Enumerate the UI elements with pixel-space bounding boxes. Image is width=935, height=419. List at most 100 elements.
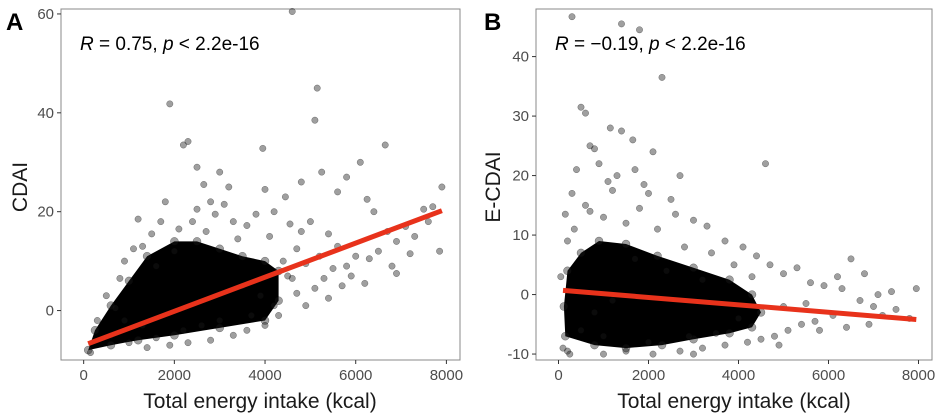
panel-b-data-point	[739, 243, 747, 251]
panel-a-data-point	[247, 312, 255, 319]
panel-a-dense-point-cloud	[88, 241, 279, 351]
panel-b-data-point	[798, 320, 805, 328]
panel-a-data-point	[270, 302, 278, 310]
panel-b-data-point	[591, 308, 598, 316]
panel-b-data-point	[622, 219, 630, 227]
panel-a-data-point	[311, 284, 319, 292]
panel-b-cloud-edge-point	[590, 340, 599, 350]
panel-b-data-point	[856, 297, 864, 304]
panel-b-data-point	[690, 216, 697, 224]
panel-b-data-point	[708, 249, 715, 257]
panel-b-cloud-edge-point	[594, 236, 604, 246]
panel-b-y-tick-label: 20	[512, 168, 529, 185]
panel-b-data-point	[793, 264, 801, 272]
panel-a-data-point	[134, 215, 142, 223]
panel-a-data-point	[216, 317, 224, 324]
panel-a-data-point	[216, 168, 224, 176]
panel-b-data-point	[573, 166, 580, 174]
panel-a-data-point	[175, 225, 183, 233]
panel-a-data-point	[370, 208, 378, 216]
panel-b-data-point	[676, 172, 684, 180]
panel-a-data-point	[374, 247, 382, 255]
panel-b-data-point	[645, 338, 652, 346]
panel-b-cloud-edge-point	[657, 340, 667, 350]
panel-a-data-point	[338, 282, 346, 290]
panel-a-x-tick-label: 8000	[430, 367, 463, 384]
panel-a-cloud-edge-point	[83, 345, 93, 355]
panel-b-data-point	[568, 13, 576, 21]
panel-a-data-point	[361, 279, 369, 287]
panel-b-data-point	[586, 142, 594, 150]
panel-b-x-axis-label: Total energy intake (kcal)	[617, 390, 850, 413]
panel-a-data-point	[393, 237, 400, 245]
panel-b-data-point	[843, 323, 850, 331]
panel-a-data-point	[152, 262, 160, 270]
panel-b-data-point	[561, 210, 569, 218]
chart-panel-a: 0 2000 4000 6000 8000 0 20 40 60 A R = 0.75, p <…	[6, 6, 463, 413]
panel-a-r-symbol: R	[80, 34, 94, 55]
panel-b-data-point	[631, 255, 639, 263]
panel-a-cloud-edge-point	[274, 296, 283, 305]
panel-a-y-tick-label: 20	[37, 204, 54, 221]
panel-b-r-value: = −0.19,	[569, 34, 649, 55]
panel-b-data-point	[586, 207, 594, 215]
panel-a-cloud-edge-point	[133, 335, 143, 345]
panel-b-ticks: 0 2000 4000 6000 8000 -10 0 10 20 30 40	[507, 49, 935, 384]
panel-a-data-point	[365, 255, 373, 263]
panel-b-data-point	[721, 237, 729, 245]
panel-a-data-point	[193, 205, 201, 213]
panel-b-marks	[557, 13, 920, 358]
panel-a-data-point	[261, 321, 269, 329]
panel-a-data-point	[193, 163, 201, 171]
panel-b-dense-point-cloud	[563, 241, 761, 349]
panel-b-y-tick-label: -10	[507, 346, 529, 363]
panel-a-data-point	[347, 272, 355, 280]
panel-a-data-point	[334, 188, 342, 196]
panel-a-data-point	[198, 321, 206, 329]
panel-a-data-point	[261, 185, 269, 193]
panel-a-data-point	[293, 289, 301, 297]
panel-a-data-point	[189, 218, 196, 226]
panel-b-data-point	[699, 276, 706, 284]
panel-b-data-point	[912, 285, 920, 293]
panel-b-data-point	[631, 166, 639, 174]
panel-a-data-point	[297, 228, 305, 235]
panel-a-data-point	[157, 218, 165, 226]
panel-a-p-symbol: p	[162, 34, 174, 55]
panel-b-cloud-edge-point	[653, 251, 662, 261]
panel-b-cloud-edge-point	[747, 323, 757, 332]
panel-a-data-point	[87, 349, 94, 357]
panel-a-data-point	[438, 183, 446, 191]
panel-a-cloud-edge-point	[90, 326, 100, 335]
panel-b-data-point	[757, 335, 765, 343]
panel-b-data-point	[582, 109, 589, 117]
panel-a-annotation: R = 0.75, p < 2.2e-16	[80, 34, 260, 55]
panel-b-data-point	[784, 326, 792, 334]
panel-b-data-point	[636, 204, 643, 212]
panel-b-data-point	[892, 305, 900, 313]
panel-a-data-point	[420, 205, 428, 213]
panel-b-data-point	[609, 297, 616, 304]
panel-b-x-tick-label: 4000	[722, 367, 755, 384]
panel-b-data-point	[874, 291, 882, 299]
panel-a-data-point	[257, 292, 264, 300]
panel-a-cloud-edge-point	[106, 301, 116, 310]
panel-b-data-point	[600, 213, 607, 221]
panel-a-cloud-edge-point	[260, 256, 270, 266]
panel-b-data-point	[721, 341, 729, 349]
panel-a-data-point	[170, 247, 178, 255]
panel-a-cloud-edge-point	[124, 276, 134, 286]
panel-a-data-point	[161, 198, 169, 206]
panel-b-data-point	[564, 237, 571, 245]
panel-a-cloud-edge-point	[106, 340, 116, 350]
panel-b-p-symbol: p	[648, 34, 660, 55]
panel-b-cloud-edge-point	[725, 275, 734, 284]
panel-a-data-point	[284, 272, 292, 280]
panel-a-data-point	[311, 116, 319, 124]
panel-a-data-point	[293, 245, 301, 253]
panel-b-cloud-edge-point	[747, 290, 757, 299]
panel-a-x-tick-label: 4000	[248, 367, 281, 384]
panel-a-data-point	[179, 141, 187, 149]
panel-b-cloud-edge-point	[689, 263, 698, 273]
